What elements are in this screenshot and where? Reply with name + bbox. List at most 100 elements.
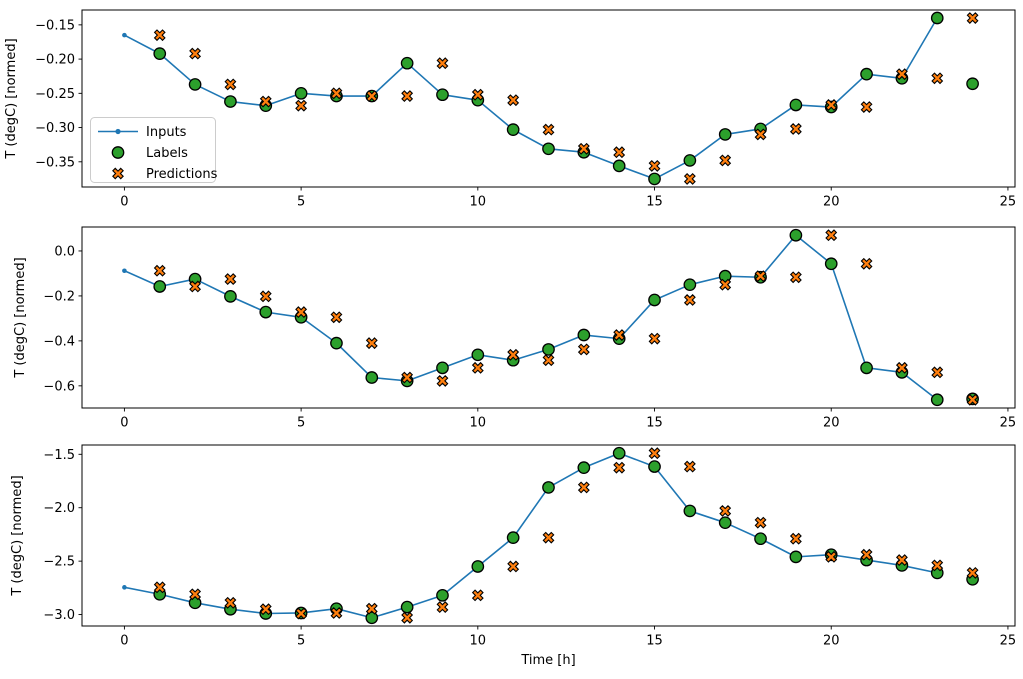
prediction-marker — [189, 280, 202, 293]
label-marker — [224, 95, 237, 108]
x-tick-label: 25 — [1000, 416, 1017, 431]
prediction-marker — [860, 101, 873, 113]
prediction-marker — [754, 516, 767, 529]
label-marker — [471, 560, 485, 573]
prediction-marker — [153, 29, 166, 42]
label-marker — [577, 461, 591, 475]
prediction-marker — [153, 581, 166, 594]
x-tick-label: 20 — [823, 634, 840, 649]
prediction-marker — [683, 172, 696, 185]
prediction-marker — [542, 531, 555, 544]
x-tick-label: 15 — [646, 195, 663, 210]
prediction-marker — [825, 229, 838, 242]
predictions-scatter-series — [153, 12, 979, 185]
prediction-marker — [436, 57, 449, 70]
prediction-marker — [295, 99, 308, 112]
prediction-marker — [719, 504, 732, 517]
subplot-3: 0 5 10 15 20 25 −1.5 −2.0 −2.5 −3.0 T (degC) [norm… — [10, 444, 1017, 668]
y-tick-label: −2.5 — [43, 555, 75, 570]
label-marker — [648, 460, 661, 473]
x-axis-label: Time [h] — [520, 653, 575, 668]
label-marker — [365, 611, 379, 625]
x-tick-label: 10 — [470, 195, 487, 210]
y-tick-label: −0.4 — [43, 334, 75, 349]
label-marker — [824, 257, 838, 271]
subplot-2: 0 5 10 15 20 25 0.0 −0.2 −0.4 −0.6 T (degC) [norme… — [13, 226, 1017, 431]
prediction-marker — [683, 460, 696, 473]
prediction-marker — [259, 603, 272, 616]
x-tick-label: 20 — [823, 416, 840, 431]
label-marker — [365, 371, 379, 384]
prediction-marker — [825, 550, 838, 563]
prediction-marker — [330, 311, 343, 324]
y-tick-label: −0.25 — [35, 87, 75, 102]
prediction-marker — [683, 294, 696, 306]
y-tick-label: 0.0 — [54, 244, 75, 259]
prediction-marker — [719, 278, 732, 291]
y-axis-label: T (degC) [normed] — [4, 38, 19, 159]
label-marker — [294, 86, 308, 100]
label-marker — [612, 446, 626, 460]
y-tick-label: −0.30 — [35, 121, 75, 136]
y-tick-label: −0.15 — [35, 18, 75, 33]
y-tick-label: −0.35 — [35, 155, 75, 170]
prediction-marker — [507, 560, 520, 573]
x-tick-label: 25 — [1000, 634, 1017, 649]
label-marker — [400, 600, 414, 614]
legend-entry-label: Predictions — [146, 167, 218, 182]
prediction-marker — [259, 290, 272, 303]
prediction-marker — [401, 611, 414, 624]
prediction-marker — [860, 257, 873, 270]
prediction-marker — [931, 366, 944, 379]
y-tick-label: −2.0 — [43, 501, 75, 516]
labels-scatter-series — [153, 11, 979, 186]
plot-border — [81, 9, 1016, 188]
label-marker — [718, 128, 732, 141]
label-marker — [683, 154, 697, 167]
prediction-marker — [259, 95, 272, 108]
prediction-marker — [224, 596, 237, 609]
inputs-line-series — [122, 15, 940, 182]
legend: Inputs Labels Predictions — [90, 117, 218, 183]
label-marker — [754, 532, 767, 546]
legend-predictions-marker — [112, 167, 124, 180]
prediction-marker — [966, 566, 979, 579]
prediction-marker — [895, 68, 908, 81]
legend-entry-label: Labels — [146, 146, 188, 161]
prediction-marker — [295, 306, 308, 319]
prediction-marker — [789, 122, 802, 135]
x-tick-label: 25 — [1000, 195, 1017, 210]
prediction-marker — [577, 343, 590, 356]
prediction-marker — [860, 548, 873, 561]
x-tick-label: 15 — [646, 416, 663, 431]
prediction-marker — [189, 47, 202, 60]
x-tick-label: 0 — [120, 195, 128, 210]
label-marker — [966, 77, 979, 91]
prediction-marker — [471, 361, 484, 374]
prediction-marker — [224, 78, 237, 91]
prediction-marker — [789, 271, 802, 284]
legend-entry-label: Inputs — [146, 125, 187, 140]
prediction-marker — [577, 481, 590, 494]
subplot-1: 0 5 10 15 20 25 −0.15 −0.20 −0.25 −0.30 −0.35 T (de… — [4, 9, 1017, 210]
label-marker — [506, 531, 520, 544]
label-marker — [506, 123, 520, 136]
prediction-marker — [754, 128, 767, 141]
y-tick-label: −0.20 — [35, 53, 75, 68]
predictions-scatter-series — [153, 447, 979, 624]
prediction-marker — [648, 332, 661, 345]
x-tick-label: 5 — [297, 416, 305, 431]
prediction-marker — [895, 361, 908, 374]
prediction-marker — [648, 159, 661, 172]
prediction-marker — [401, 371, 414, 384]
legend-labels-marker — [111, 146, 125, 159]
prediction-marker — [471, 88, 484, 101]
y-tick-label: −0.2 — [43, 289, 75, 304]
prediction-marker — [931, 559, 944, 572]
inputs-line-series — [122, 450, 940, 621]
prediction-marker — [931, 72, 944, 85]
label-marker — [153, 47, 167, 60]
prediction-marker — [153, 264, 166, 277]
prediction-marker — [330, 607, 343, 619]
y-tick-label: −1.5 — [43, 448, 75, 463]
